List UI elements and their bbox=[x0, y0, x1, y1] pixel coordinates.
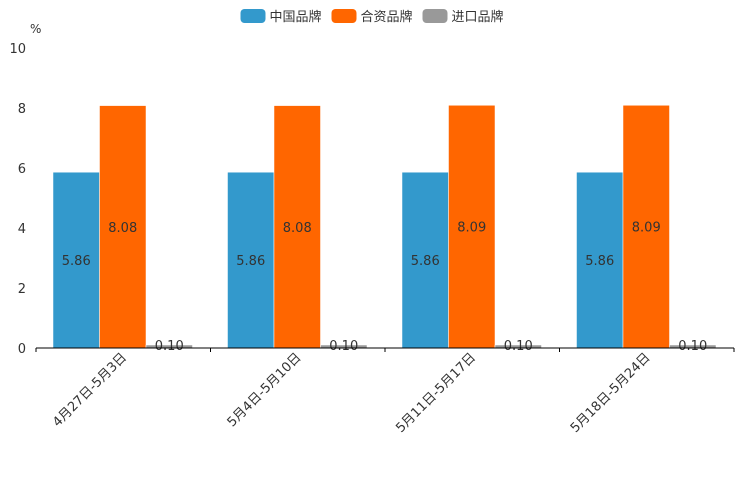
data-label-0-1: 5.86 bbox=[236, 254, 265, 269]
data-label-1-2: 8.09 bbox=[457, 221, 486, 236]
y-axis-unit-label: % bbox=[30, 22, 41, 36]
x-tick-label-0: 4月27日-5月3日 bbox=[50, 350, 130, 430]
bar-1-3 bbox=[622, 105, 670, 349]
data-label-1-1: 8.08 bbox=[283, 221, 312, 236]
y-tick-label-0: 0 bbox=[18, 342, 26, 357]
bar-0-1 bbox=[227, 171, 275, 349]
legend-label-0: 中国品牌 bbox=[270, 9, 322, 25]
legend-swatch-2 bbox=[422, 9, 448, 23]
bar-1-0 bbox=[99, 105, 147, 349]
bar-0-3 bbox=[576, 171, 624, 349]
data-label-2-1: 0.10 bbox=[329, 339, 358, 354]
legend-label-2: 进口品牌 bbox=[452, 9, 504, 25]
y-tick-label-1: 2 bbox=[18, 282, 26, 297]
legend-swatch-0 bbox=[240, 9, 266, 23]
bars: 5.86 5.86 5.86 5.86 8.08 8.08 8.09 8.09 0.10 0.10… bbox=[52, 105, 717, 354]
bar-0-2 bbox=[401, 171, 449, 349]
x-axis: 4月27日-5月3日 5月4日-5月10日 5月11日-5月17日 5月18日-5月2… bbox=[35, 347, 735, 436]
data-label-0-2: 5.86 bbox=[411, 254, 440, 269]
bar-1-2 bbox=[448, 105, 496, 349]
x-tick-label-1: 5月4日-5月10日 bbox=[225, 350, 305, 430]
data-label-2-3: 0.10 bbox=[678, 339, 707, 354]
legend: 中国品牌 合资品牌 进口品牌 bbox=[240, 9, 504, 25]
bar-1-1 bbox=[273, 105, 321, 349]
y-tick-label-5: 10 bbox=[9, 42, 26, 57]
x-tick-label-3: 5月18日-5月24日 bbox=[568, 350, 654, 436]
data-label-1-0: 8.08 bbox=[108, 221, 137, 236]
data-label-2-2: 0.10 bbox=[504, 339, 533, 354]
y-tick-label-4: 8 bbox=[18, 102, 26, 117]
y-axis: 0 2 4 6 8 10 bbox=[9, 42, 26, 357]
x-tick-label-2: 5月11日-5月17日 bbox=[393, 350, 479, 436]
bar-0-0 bbox=[52, 171, 100, 349]
data-label-1-3: 8.09 bbox=[632, 221, 661, 236]
y-tick-label-2: 4 bbox=[18, 222, 26, 237]
legend-swatch-1 bbox=[331, 9, 357, 23]
y-tick-label-3: 6 bbox=[18, 162, 26, 177]
legend-label-1: 合资品牌 bbox=[361, 9, 413, 25]
data-label-0-0: 5.86 bbox=[62, 254, 91, 269]
data-label-2-0: 0.10 bbox=[155, 339, 184, 354]
data-label-0-3: 5.86 bbox=[585, 254, 614, 269]
